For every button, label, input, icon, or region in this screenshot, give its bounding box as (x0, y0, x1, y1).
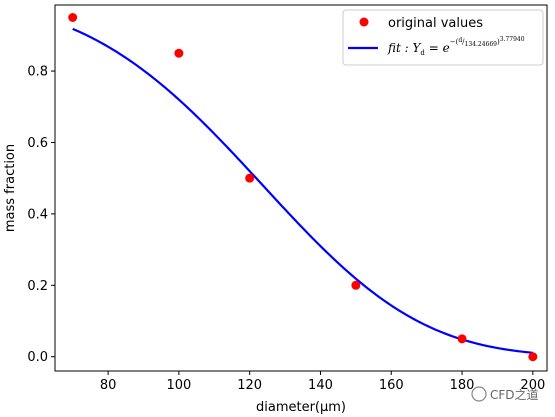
y-tick-label: 0.8 (27, 65, 48, 80)
plot-area (54, 4, 548, 372)
x-axis: 80 100 120 140 160 180 200 (100, 371, 545, 393)
y-axis-label: mass fraction (3, 144, 18, 232)
legend: original values fit : Yd = e−(d/134.2466… (342, 9, 544, 66)
y-axis: 0.0 0.2 0.4 0.6 0.8 (27, 65, 55, 365)
watermark-icon (471, 386, 487, 402)
data-point (457, 334, 467, 344)
watermark: CFD之道 (471, 386, 539, 402)
legend-points-marker (359, 17, 369, 27)
x-tick-label: 180 (450, 378, 475, 393)
y-tick-label: 0.2 (27, 279, 48, 294)
x-tick-label: 200 (520, 378, 545, 393)
data-points (68, 12, 538, 362)
fit-curve (72, 27, 533, 354)
data-point (68, 12, 78, 22)
x-tick-label: 80 (100, 378, 117, 393)
watermark-text: CFD之道 (490, 388, 539, 402)
y-tick-label: 0.6 (27, 136, 48, 151)
x-tick-label: 140 (308, 378, 333, 393)
x-axis-label: diameter(μm) (256, 400, 346, 415)
data-point (351, 280, 361, 290)
data-point (245, 173, 255, 183)
y-tick-label: 0.4 (27, 207, 48, 222)
x-tick-label: 100 (166, 378, 191, 393)
axes-frame (54, 4, 548, 372)
legend-box (342, 9, 544, 66)
x-tick-label: 160 (379, 378, 404, 393)
legend-fit-label: fit : Yd = e−(d/134.24669)3.77940 (387, 36, 525, 57)
data-point (174, 48, 184, 58)
x-tick-label: 120 (237, 378, 262, 393)
legend-points-label: original values (388, 16, 483, 31)
y-tick-label: 0.0 (27, 350, 48, 365)
data-point (528, 352, 538, 362)
